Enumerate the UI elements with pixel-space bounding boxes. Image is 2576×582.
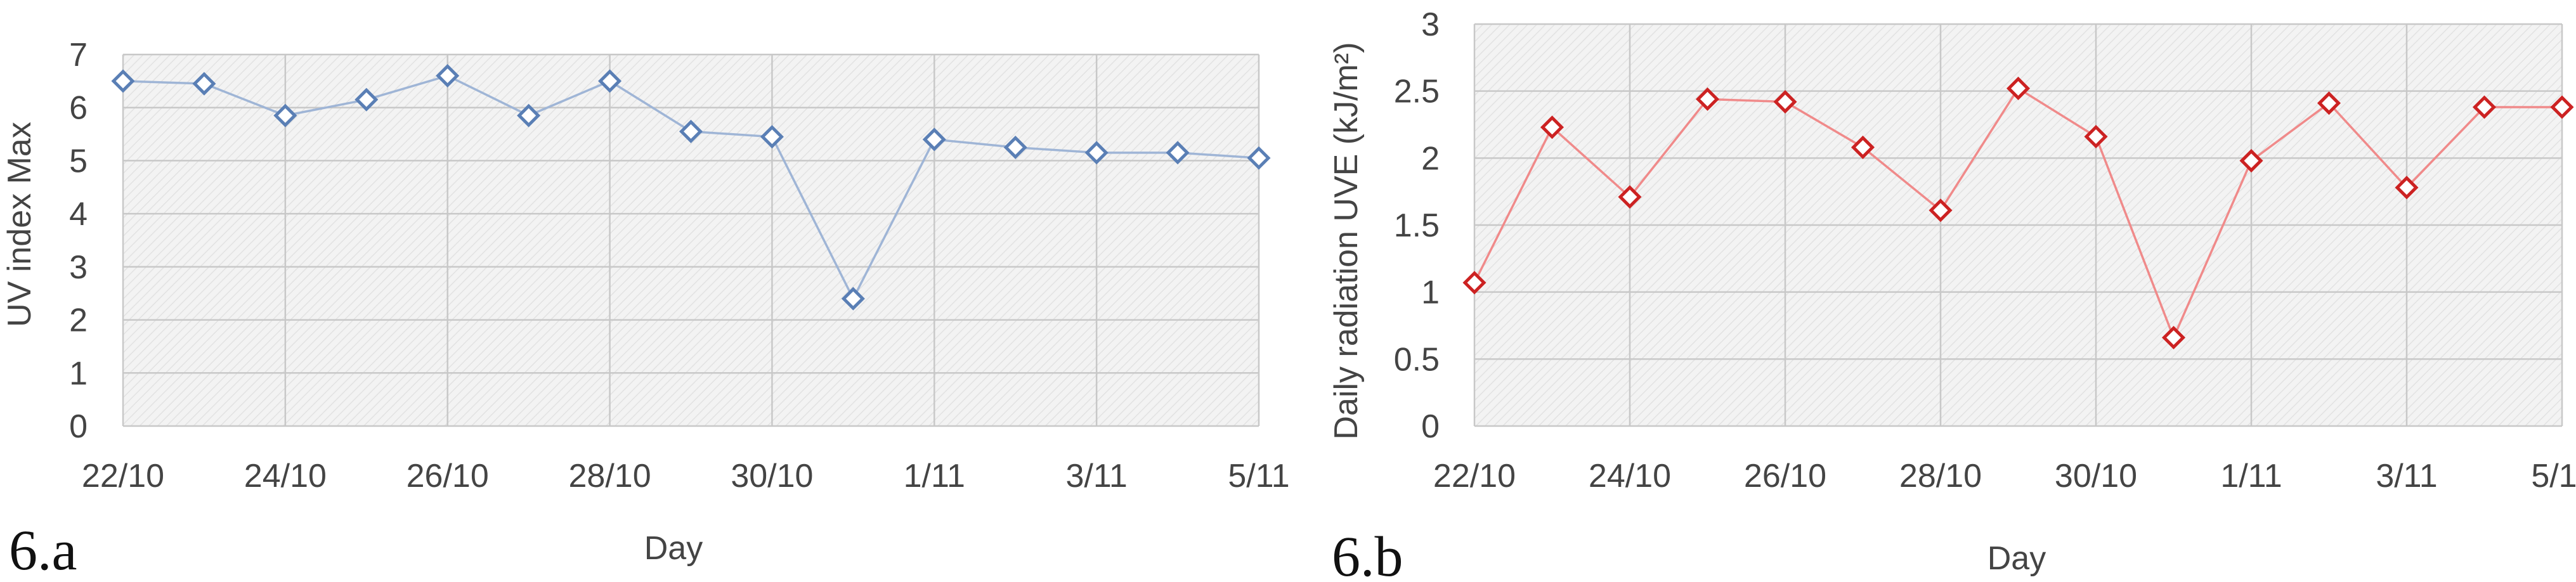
y-tick-label: 1.5 (1394, 207, 1440, 244)
x-tick-label: 30/10 (2055, 458, 2137, 495)
y-tick-label: 0 (69, 408, 88, 445)
data-point (922, 127, 946, 152)
uv-radiation-chart: 0 0.5 1 1.5 2 2.5 3 22/10 24/10 26/10 28/10 30/10 1… (1328, 6, 2576, 582)
data-point (517, 103, 541, 127)
x-tick-label: 5/11 (1228, 458, 1289, 495)
data-point (436, 63, 460, 88)
data-point (2472, 95, 2497, 119)
y-tick-label: 1 (69, 355, 88, 392)
y-tick-label: 0 (1421, 408, 1440, 445)
data-point (1618, 185, 1642, 209)
data-point (2239, 149, 2263, 173)
x-tick-label: 28/10 (569, 458, 651, 495)
data-point (1773, 90, 1797, 114)
data-point (1851, 135, 1875, 159)
y-tick-label: 2 (1421, 140, 1440, 177)
data-point (1166, 141, 1190, 165)
x-tick-label: 28/10 (1899, 458, 1982, 495)
y-axis-title: Daily radiation UVE (kJ/m²) (1328, 42, 1365, 439)
data-point (1084, 141, 1109, 165)
data-point (679, 119, 703, 143)
data-point (1695, 87, 1720, 111)
y-tick-label: 1 (1421, 275, 1440, 311)
x-tick-label: 1/11 (2220, 458, 2282, 495)
y-tick-label: 2 (69, 302, 88, 339)
data-point (2550, 95, 2574, 119)
data-point (1247, 146, 1271, 170)
y-tick-label: 3 (1421, 6, 1440, 43)
y-axis-title: UV index Max (1, 122, 38, 327)
x-tick-label: 26/10 (407, 458, 489, 495)
x-tick-label: 24/10 (244, 458, 327, 495)
data-point (2317, 91, 2341, 115)
y-tick-label: 3 (69, 249, 88, 286)
y-tick-label: 2.5 (1394, 74, 1440, 110)
y-tick-label: 5 (69, 143, 88, 179)
plot-area (123, 55, 1259, 426)
x-axis-title: Day (644, 530, 703, 567)
data-point (1462, 271, 1486, 295)
x-tick-label: 5/11 (2531, 458, 2576, 495)
panel-label: 6.b (1332, 526, 1403, 582)
x-tick-label: 22/10 (1433, 458, 1516, 495)
x-tick-label: 1/11 (904, 458, 965, 495)
data-point (2161, 325, 2186, 350)
x-tick-label: 26/10 (1744, 458, 1826, 495)
x-axis-title: Day (1987, 540, 2046, 577)
data-point (1540, 115, 1564, 139)
y-tick-label: 4 (69, 196, 88, 233)
x-tick-label: 22/10 (82, 458, 164, 495)
data-point (355, 87, 379, 112)
x-tick-label: 3/11 (1065, 458, 1127, 495)
y-tick-label: 6 (69, 90, 88, 127)
x-tick-label: 3/11 (2376, 458, 2437, 495)
data-point (2395, 176, 2419, 200)
data-point (192, 72, 216, 96)
x-tick-label: 24/10 (1589, 458, 1671, 495)
uv-index-chart: 0 1 2 3 4 5 6 7 22/10 24/10 26/10 28/10 30/10 1/11 3/… (1, 37, 1290, 582)
panel-label: 6.a (9, 519, 77, 582)
data-point (273, 103, 297, 127)
data-point (2084, 124, 2108, 149)
data-point (841, 287, 865, 311)
data-point (111, 69, 135, 93)
y-tick-label: 7 (69, 37, 88, 74)
y-tick-label: 0.5 (1394, 341, 1440, 378)
data-point (760, 125, 784, 149)
data-point (1929, 198, 1953, 223)
data-point (598, 69, 622, 93)
data-point (2006, 76, 2031, 100)
data-point (1003, 135, 1027, 160)
x-tick-label: 30/10 (731, 458, 813, 495)
